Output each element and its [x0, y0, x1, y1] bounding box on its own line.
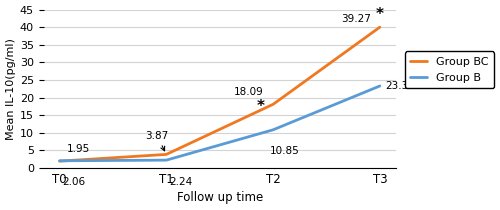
Text: *: *	[256, 99, 264, 114]
Group BC	[56, 160, 62, 162]
Text: 3.87: 3.87	[146, 130, 169, 151]
Group BC	[377, 26, 383, 28]
Line: Group B: Group B	[60, 86, 380, 161]
Text: 1.95: 1.95	[66, 144, 90, 154]
Line: Group BC: Group BC	[60, 27, 380, 161]
Group BC	[270, 103, 276, 106]
Text: 18.09: 18.09	[234, 87, 264, 97]
Text: 2.24: 2.24	[169, 177, 192, 187]
Group BC	[164, 153, 170, 156]
Text: 2.06: 2.06	[62, 177, 86, 188]
Text: 39.27: 39.27	[341, 14, 371, 24]
Group B	[377, 85, 383, 87]
Text: *: *	[376, 7, 384, 22]
Group B	[270, 129, 276, 131]
Y-axis label: Mean IL-10(pg/ml): Mean IL-10(pg/ml)	[6, 38, 16, 140]
Group B	[56, 160, 62, 162]
Legend: Group BC, Group B: Group BC, Group B	[405, 51, 494, 88]
Group B	[164, 159, 170, 161]
Text: 23.3: 23.3	[386, 81, 408, 91]
X-axis label: Follow up time: Follow up time	[176, 192, 263, 205]
Text: 10.85: 10.85	[270, 147, 300, 156]
